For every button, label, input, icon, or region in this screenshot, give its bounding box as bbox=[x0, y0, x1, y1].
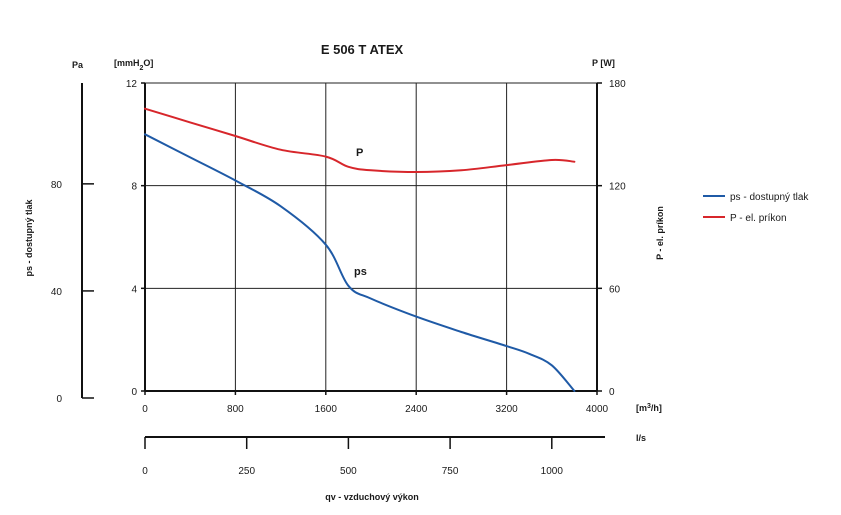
y-left-unit-sub: 2 bbox=[140, 65, 144, 72]
y-left-tick-label-2: 8 bbox=[131, 182, 137, 193]
y-right-unit-label: P [W] bbox=[592, 58, 615, 68]
chart-title: E 506 T ATEX bbox=[321, 42, 404, 57]
x-tick-label-3: 2400 bbox=[405, 404, 428, 415]
curve-label-ps: ps bbox=[354, 266, 367, 278]
x-unit-base: [m bbox=[636, 403, 647, 413]
y-pa-tick-label-1: 40 bbox=[51, 287, 63, 298]
x-tick-label-4: 3200 bbox=[495, 404, 518, 415]
x-secondary-tick-label-2: 500 bbox=[340, 466, 357, 477]
x-tick-label-5: 4000 bbox=[586, 404, 609, 415]
y-left-unit-tail: O] bbox=[143, 58, 153, 68]
series-line-ps bbox=[144, 133, 576, 392]
x-secondary-tick-label-0: 0 bbox=[142, 466, 148, 477]
axes bbox=[81, 82, 605, 449]
x-axis-title: qv - vzduchový výkon bbox=[325, 492, 419, 502]
legend-label-p: P - el. príkon bbox=[730, 213, 787, 224]
legend: ps - dostupný tlak P - el. príkon bbox=[703, 192, 809, 224]
x-secondary-tick-label-3: 750 bbox=[442, 466, 459, 477]
x-secondary-unit-label: l/s bbox=[636, 433, 646, 443]
y-right-tick-label-2: 120 bbox=[609, 182, 626, 193]
y-right-tick-label-0: 0 bbox=[609, 387, 615, 398]
x-tick-label-1: 800 bbox=[227, 404, 244, 415]
x-tick-label-0: 0 bbox=[142, 404, 148, 415]
legend-label-ps: ps - dostupný tlak bbox=[730, 192, 809, 203]
x-unit-label: [m3/h] bbox=[636, 403, 662, 414]
x-secondary-tick-label-4: 1000 bbox=[541, 466, 564, 477]
y-right-tick-label-3: 180 bbox=[609, 79, 626, 90]
tick-labels: 0 800 1600 2400 3200 400004812060120180040800… bbox=[51, 79, 626, 477]
curve-label-p: P bbox=[356, 147, 363, 159]
y-left-tick-label-1: 4 bbox=[131, 284, 137, 295]
y-left-tick-label-3: 12 bbox=[126, 79, 138, 90]
y-left-axis-title: ps - dostupný tlak bbox=[24, 199, 34, 277]
y-pa-unit-label: Pa bbox=[72, 60, 84, 70]
y-left-tick-label-0: 0 bbox=[131, 387, 137, 398]
series-line-p bbox=[144, 107, 576, 173]
curves bbox=[144, 107, 576, 392]
y-left-unit-label: [mmH2O] bbox=[114, 58, 153, 72]
x-unit-sup: 3 bbox=[647, 403, 651, 410]
x-tick-label-2: 1600 bbox=[315, 404, 338, 415]
x-unit-tail: /h] bbox=[651, 403, 662, 413]
y-left-unit-base: [mmH bbox=[114, 58, 140, 68]
y-pa-tick-label-0: 0 bbox=[56, 394, 62, 405]
y-right-tick-label-1: 60 bbox=[609, 284, 621, 295]
y-right-axis-title: P - el. príkon bbox=[655, 206, 665, 260]
y-pa-tick-label-2: 80 bbox=[51, 180, 63, 191]
x-secondary-tick-label-1: 250 bbox=[238, 466, 255, 477]
